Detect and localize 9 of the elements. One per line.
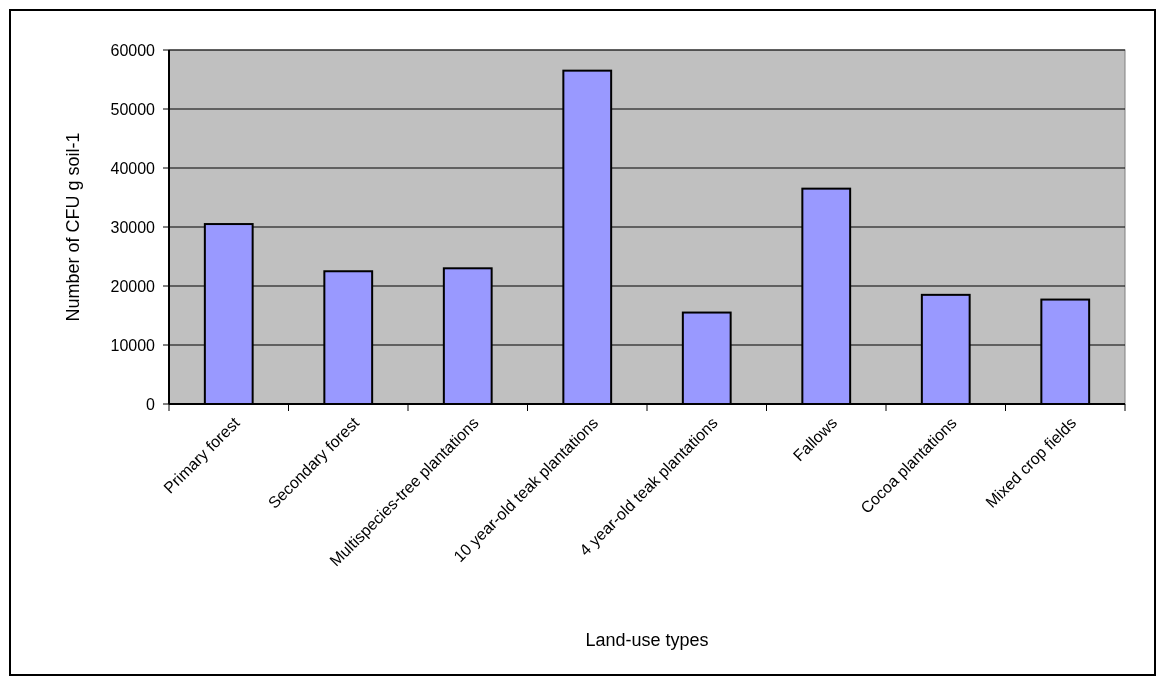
y-tick-label: 20000	[110, 277, 156, 295]
y-tick-label: 30000	[110, 218, 156, 236]
y-tick-label: 40000	[110, 159, 156, 177]
y-tick-label: 50000	[110, 100, 156, 118]
x-axis-title: Land-use types	[585, 630, 709, 650]
y-tick-label: 60000	[110, 41, 156, 59]
y-axis-title: Number of CFU g soil-1	[63, 132, 83, 322]
y-tick-label: 10000	[110, 336, 156, 354]
y-tick-label: 0	[146, 395, 156, 413]
